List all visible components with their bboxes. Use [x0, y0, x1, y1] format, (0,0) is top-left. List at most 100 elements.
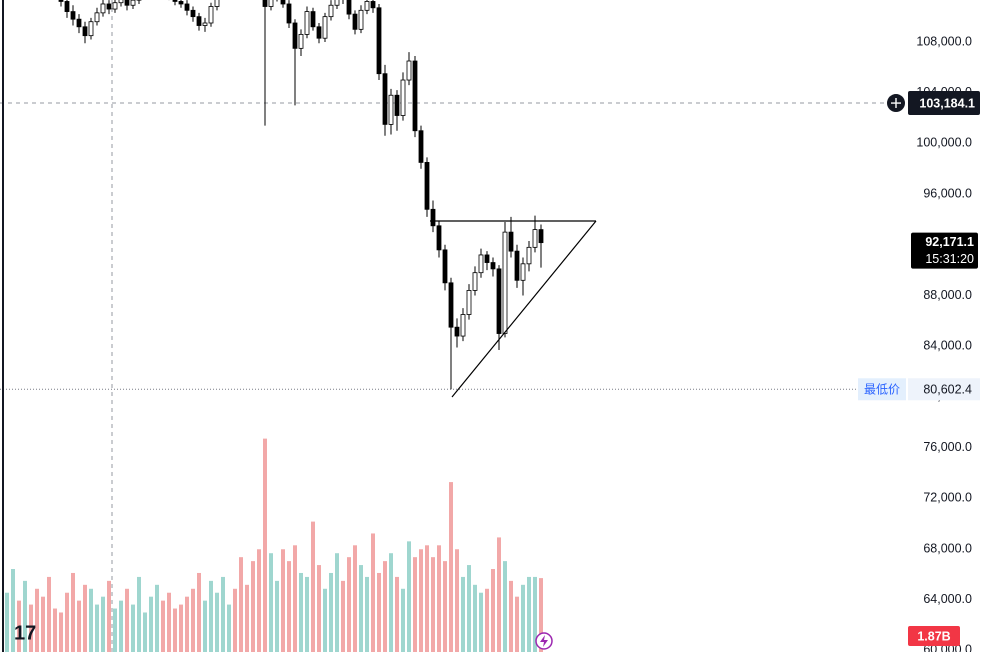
volume-bar	[497, 537, 501, 652]
candle-body	[280, 0, 286, 5]
volume-bar	[59, 612, 63, 652]
volume-bar	[485, 588, 489, 652]
volume-bar	[227, 604, 231, 652]
volume-bar	[437, 545, 441, 652]
volume-bar	[137, 576, 141, 652]
volume-bar	[431, 557, 435, 652]
y-tick-label: 72,000.0	[923, 491, 972, 505]
y-tick-label: 100,000.0	[916, 136, 972, 150]
candle-body	[214, 0, 220, 7]
candle-body	[388, 94, 394, 125]
candle-body	[82, 26, 88, 37]
volume-bar	[533, 576, 537, 652]
volume-bar	[491, 569, 495, 652]
volume-bar	[407, 541, 411, 652]
volume-bar	[41, 596, 45, 652]
y-tick-label: 96,000.0	[923, 186, 972, 200]
candle-body	[520, 263, 526, 281]
volume-bar	[383, 561, 387, 652]
candle-body	[328, 4, 334, 18]
lightning-icon[interactable]	[540, 635, 548, 647]
volume-bar	[119, 600, 123, 652]
countdown: 15:31:20	[925, 252, 974, 266]
volume-bar	[203, 600, 207, 652]
volume-bar	[473, 584, 477, 652]
volume-bar	[11, 569, 15, 652]
candle-body	[442, 249, 448, 284]
candle-body	[334, 0, 340, 6]
volume-bar	[467, 565, 471, 652]
volume-bar	[65, 592, 69, 652]
candle-body	[292, 22, 298, 49]
crosshair-plus[interactable]	[891, 98, 901, 109]
volume-bar	[251, 561, 255, 652]
volume-bar	[329, 572, 333, 652]
candle-body	[532, 229, 538, 248]
volume-bar	[101, 596, 105, 652]
volume-bar	[389, 553, 393, 652]
candle-body	[448, 282, 454, 328]
lowest-tag: 最低价	[864, 382, 900, 396]
volume-bar	[341, 580, 345, 652]
candle-body	[538, 229, 544, 244]
volume-label-bg	[908, 626, 960, 646]
volume-bar	[527, 576, 531, 652]
volume-bar	[167, 592, 171, 652]
candle-body	[436, 225, 442, 251]
y-tick-label: 68,000.0	[923, 541, 972, 555]
volume-bar	[95, 604, 99, 652]
candle-body	[364, 1, 370, 11]
volume-bar	[269, 553, 273, 652]
volume-bar	[173, 608, 177, 652]
candle-body	[376, 7, 382, 75]
candle-body	[184, 3, 190, 11]
candle-body	[202, 22, 208, 26]
volume-bar	[47, 576, 51, 652]
candle-body	[112, 2, 118, 10]
candle-body	[124, 0, 130, 6]
volume-bar	[113, 608, 117, 652]
volume-bar	[29, 604, 33, 652]
volume-bar	[299, 572, 303, 652]
last-price: 92,171.1	[925, 235, 974, 249]
volume-bar	[257, 549, 261, 652]
volume-bar	[479, 592, 483, 652]
volume-bar	[311, 521, 315, 652]
volume-bar	[221, 576, 225, 652]
volume-bar	[185, 596, 189, 652]
volume-bar	[23, 580, 27, 652]
candle-body	[478, 254, 484, 274]
volume-bar	[515, 596, 519, 652]
volume-bar	[377, 572, 381, 652]
candle-body	[298, 33, 304, 49]
volume-bar	[347, 557, 351, 652]
volume-bar	[443, 561, 447, 652]
volume-bar	[323, 588, 327, 652]
candle-body	[466, 290, 472, 315]
candle-body	[316, 26, 322, 39]
candle-body	[58, 0, 64, 2]
y-tick-label: 88,000.0	[923, 288, 972, 302]
volume-pane	[5, 438, 543, 652]
volume-bar	[359, 565, 363, 652]
candle-body	[370, 1, 376, 9]
candle-body	[472, 272, 478, 291]
volume-bar	[239, 557, 243, 652]
volume-bar	[317, 565, 321, 652]
volume-bar	[365, 576, 369, 652]
volume-bar	[149, 596, 153, 652]
volume-bar	[161, 600, 165, 652]
candle-body	[484, 254, 490, 263]
candle-body	[64, 1, 70, 12]
volume-bar	[233, 588, 237, 652]
candle-body	[130, 0, 136, 6]
triangle-drawing	[430, 220, 597, 398]
volume-bar	[371, 533, 375, 652]
candle-body	[178, 1, 184, 5]
candle-body	[304, 11, 310, 35]
candle-body	[310, 11, 316, 28]
lightning-button[interactable]	[535, 632, 553, 650]
candle-body	[262, 0, 268, 7]
candle-body	[106, 3, 112, 10]
